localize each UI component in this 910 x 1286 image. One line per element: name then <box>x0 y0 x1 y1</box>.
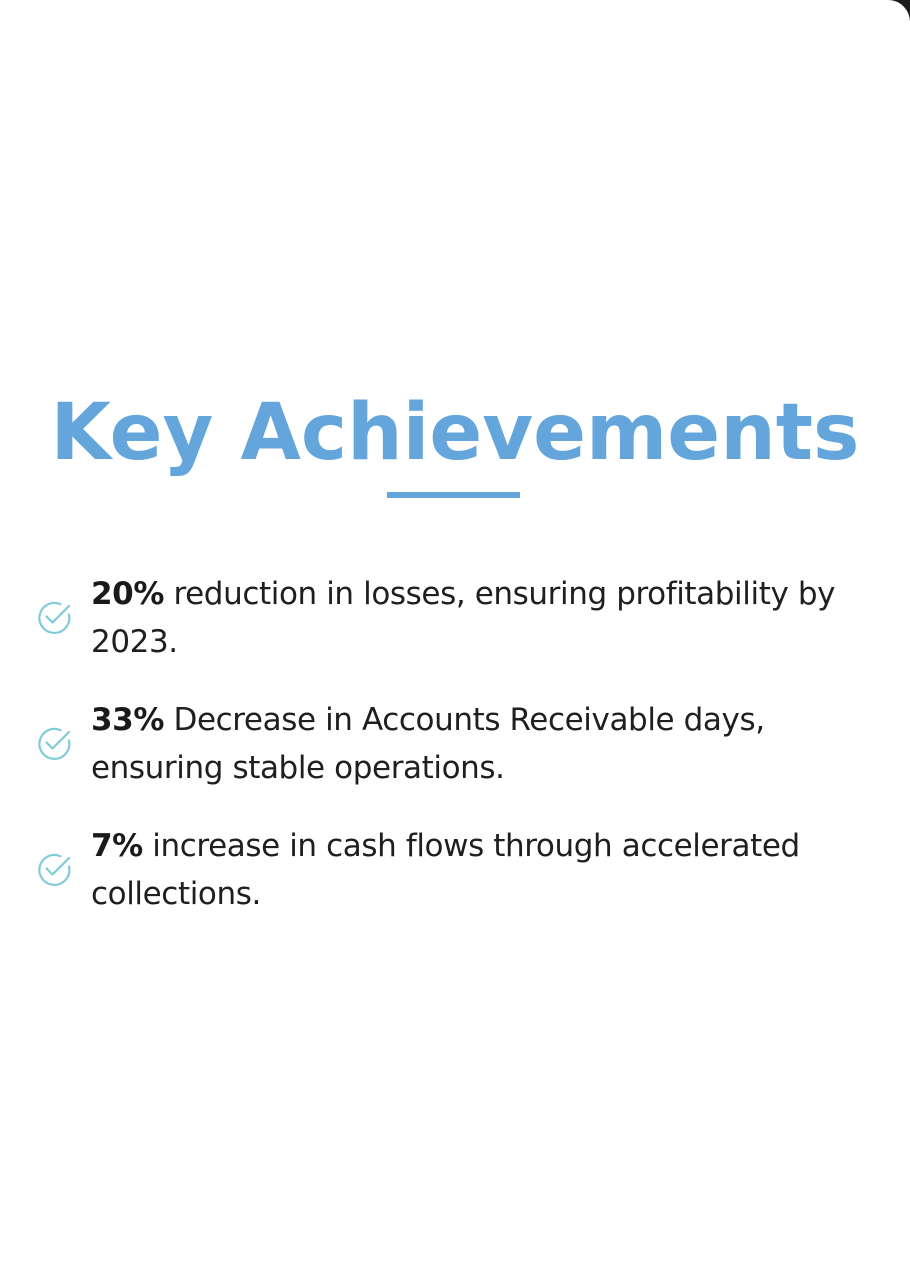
achievement-text: 33% Decrease in Accounts Receivable days… <box>91 696 881 792</box>
achievement-highlight: 20% <box>91 576 165 612</box>
check-circle-icon <box>38 727 71 760</box>
achievements-list: 20% reduction in losses, ensuring profit… <box>0 570 910 948</box>
achievement-text: 20% reduction in losses, ensuring profit… <box>91 570 881 666</box>
achievement-highlight: 33% <box>91 702 165 738</box>
achievement-description: reduction in losses, ensuring profitabil… <box>91 576 836 660</box>
title-underline <box>387 492 520 498</box>
achievement-item: 7% increase in cash flows through accele… <box>0 822 910 948</box>
achievement-description: increase in cash flows through accelerat… <box>91 828 800 912</box>
achievement-item: 33% Decrease in Accounts Receivable days… <box>0 696 910 822</box>
achievement-highlight: 7% <box>91 828 143 864</box>
section-title: Key Achievements <box>50 388 860 478</box>
check-circle-icon <box>38 853 71 886</box>
check-circle-icon <box>38 601 71 634</box>
achievement-description: Decrease in Accounts Receivable days, en… <box>91 702 765 786</box>
achievement-item: 20% reduction in losses, ensuring profit… <box>0 570 910 696</box>
achievement-text: 7% increase in cash flows through accele… <box>91 822 881 918</box>
